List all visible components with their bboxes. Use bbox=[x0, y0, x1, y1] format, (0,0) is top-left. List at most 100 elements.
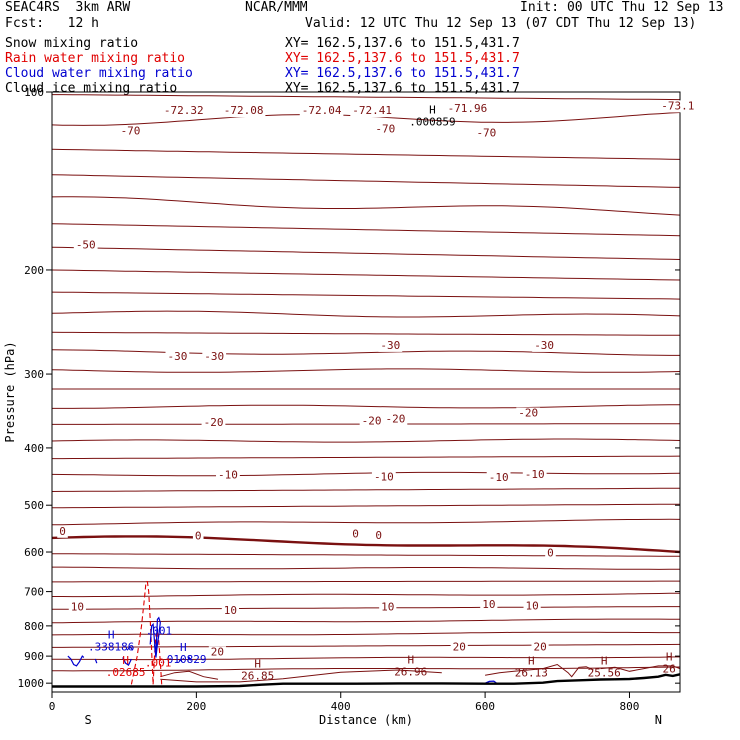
cloud-water-contour bbox=[484, 680, 498, 684]
isotherm-line bbox=[51, 310, 681, 318]
cloud-water-contour bbox=[178, 658, 183, 663]
isotherm-label: -73.1 bbox=[661, 99, 694, 112]
y-tick-label: 400 bbox=[24, 442, 44, 455]
isotherm-label: 10 bbox=[482, 598, 495, 611]
isotherm-line bbox=[51, 269, 681, 281]
extremum-value: 25.56 bbox=[588, 667, 621, 680]
isotherm-line bbox=[52, 643, 681, 648]
y-tick-label: 900 bbox=[24, 650, 44, 663]
isotherm-label-bg bbox=[445, 102, 490, 115]
rain-contour bbox=[130, 580, 148, 685]
isotherm-label-bg bbox=[532, 339, 556, 352]
plot-frame bbox=[51, 91, 681, 693]
y-tick-label: 700 bbox=[24, 586, 44, 599]
isotherm-label-bg bbox=[165, 350, 190, 363]
isotherm-line bbox=[51, 246, 681, 260]
cloud-water-contour bbox=[187, 656, 192, 661]
isotherm-line bbox=[51, 553, 681, 557]
cloud-water-contour bbox=[67, 655, 85, 667]
cloud-water-contour bbox=[94, 658, 98, 664]
field-label-rain: Rain water mixing ratio bbox=[5, 51, 186, 66]
isotherm-label-bg bbox=[350, 528, 361, 541]
x-tick-label: 200 bbox=[186, 700, 206, 713]
isotherm-label: 10 bbox=[526, 599, 539, 612]
isotherm-label-bg bbox=[523, 600, 541, 613]
y-tick-label: 500 bbox=[24, 499, 44, 512]
isotherm-label: -72.04 bbox=[302, 104, 342, 117]
isotherm-line bbox=[52, 666, 681, 672]
extremum-value: .000859 bbox=[409, 116, 455, 129]
isotherm-label: 0 bbox=[375, 529, 382, 542]
isotherm-label: -10 bbox=[489, 471, 509, 484]
isotherm-label: -20 bbox=[204, 416, 224, 429]
isotherm-line bbox=[51, 438, 681, 443]
isotherm-line bbox=[51, 349, 680, 356]
extremum-marker: H bbox=[407, 653, 414, 666]
extremum-marker: H bbox=[666, 651, 673, 664]
isotherm-label-bg bbox=[545, 547, 556, 560]
field-xy-rain: XY= 162.5,137.6 to 151.5,431.7 bbox=[285, 51, 520, 66]
isotherm-label: -72.32 bbox=[164, 104, 204, 117]
x-tick-label: 800 bbox=[620, 700, 640, 713]
isotherm-label-bg bbox=[202, 350, 227, 363]
forecast-hour: Fcst: 12 h bbox=[5, 16, 99, 31]
extremum-value: .338186 bbox=[88, 640, 134, 653]
north-label: N bbox=[655, 713, 662, 727]
extremum-value: .010829 bbox=[160, 653, 206, 666]
isotherm-label-bg bbox=[350, 105, 394, 118]
isotherm-label: -71.96 bbox=[448, 102, 488, 115]
field-xy-cloud-water: XY= 162.5,137.6 to 151.5,431.7 bbox=[285, 66, 520, 81]
isotherm-label: 20 bbox=[211, 645, 224, 658]
isotherm-label-bg bbox=[216, 469, 240, 482]
isotherm-label: -30 bbox=[204, 350, 224, 363]
x-tick-label: 600 bbox=[475, 700, 495, 713]
isotherm-label: -10 bbox=[218, 469, 238, 482]
isotherm-label: 0 bbox=[547, 546, 554, 559]
extremum-marker: H bbox=[180, 641, 187, 654]
valid-time: Valid: 12 UTC Thu 12 Sep 13 (07 CDT Thu … bbox=[305, 16, 697, 31]
extremum-marker: H bbox=[108, 628, 115, 641]
isotherm-label-bg bbox=[450, 641, 468, 654]
isotherm-label-bg bbox=[208, 646, 227, 659]
isotherm-label: 0 bbox=[59, 525, 66, 538]
isotherm-line bbox=[51, 618, 680, 624]
extremum-marker: H bbox=[528, 655, 535, 668]
isotherm-label-bg bbox=[161, 105, 206, 118]
isotherm-line bbox=[52, 455, 681, 460]
contour-value-label: .001 bbox=[145, 657, 172, 670]
terrain-line bbox=[52, 673, 681, 688]
x-axis-title: Distance (km) bbox=[319, 713, 413, 727]
isotherm-label: -20 bbox=[518, 407, 538, 420]
isotherm-line bbox=[51, 368, 681, 373]
y-tick-label: 200 bbox=[24, 264, 44, 277]
isotherm-label-bg bbox=[531, 641, 549, 654]
isotherm-label: -50 bbox=[76, 239, 96, 252]
isotherm-line bbox=[51, 331, 680, 336]
extremum-marker: H bbox=[254, 657, 261, 670]
isotherm-label: -30 bbox=[167, 350, 187, 363]
isotherm-label-bg bbox=[299, 105, 344, 118]
isotherm-line bbox=[52, 592, 681, 598]
isotherm-line bbox=[51, 503, 680, 509]
isotherm-label: -72.08 bbox=[224, 104, 264, 117]
isotherm-label: 0 bbox=[195, 530, 202, 543]
contour-value-label: .001 bbox=[146, 624, 173, 637]
isotherm-label: -20 bbox=[362, 414, 382, 427]
isotherm-label-bg bbox=[221, 605, 239, 618]
low-level-isotherm bbox=[160, 670, 219, 680]
isotherm-line bbox=[52, 606, 680, 610]
low-level-isotherm bbox=[485, 663, 594, 678]
field-xy-snow: XY= 162.5,137.6 to 151.5,431.7 bbox=[285, 36, 520, 51]
isotherm-line bbox=[51, 471, 681, 477]
isotherm-label: -20 bbox=[385, 412, 405, 425]
extremum-marker: H bbox=[601, 655, 608, 668]
isotherm-line bbox=[51, 196, 681, 216]
isotherm-label-bg bbox=[378, 339, 403, 352]
x-tick-label: 0 bbox=[49, 700, 56, 713]
extremum-value: 26.13 bbox=[515, 667, 548, 680]
cloud-water-contour bbox=[126, 645, 134, 651]
isotherm-label-bg bbox=[379, 601, 397, 614]
isotherm-label: 20 bbox=[533, 640, 546, 653]
y-tick-label: 300 bbox=[24, 368, 44, 381]
